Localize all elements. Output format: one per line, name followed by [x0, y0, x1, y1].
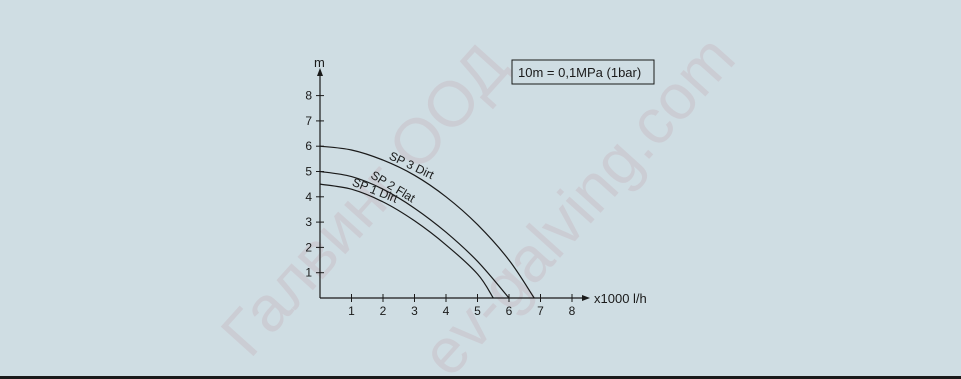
x-tick-label-7: 7 [537, 304, 544, 318]
x-tick-label-5: 5 [474, 304, 481, 318]
series-line-sp-1-dirt [319, 183, 494, 299]
y-tick-label-3: 3 [305, 215, 312, 229]
x-tick-label-6: 6 [506, 304, 513, 318]
x-tick-label-8: 8 [569, 304, 576, 318]
ticks: 1 2 3 4 5 6 7 8 1 2 3 4 5 6 7 8 [305, 89, 575, 318]
x-axis-arrow [582, 295, 590, 301]
x-tick-label-2: 2 [380, 304, 387, 318]
y-tick-label-5: 5 [305, 165, 312, 179]
series-line-sp-3-dirt [319, 145, 535, 299]
x-axis-label: x1000 l/h [594, 291, 647, 306]
x-tick-label-3: 3 [411, 304, 418, 318]
bottom-rule [0, 376, 961, 379]
annotation-box [511, 59, 655, 85]
y-tick-label-6: 6 [305, 139, 312, 153]
y-tick-label-1: 1 [305, 266, 312, 280]
annotation-text: 10m = 0,1MPa (1bar) [518, 65, 641, 80]
y-tick-label-8: 8 [305, 89, 312, 103]
y-tick-label-4: 4 [305, 190, 312, 204]
watermark: Галвинг ООД ev-galving.com [207, 21, 749, 376]
x-tick-label-1: 1 [348, 304, 355, 318]
series-line-sp-2-flat [319, 170, 510, 299]
y-tick-label-2: 2 [305, 240, 312, 254]
y-tick-label-7: 7 [305, 114, 312, 128]
y-axis-label: m [314, 55, 325, 70]
x-tick-label-4: 4 [443, 304, 450, 318]
y-axis-arrow [317, 68, 323, 76]
